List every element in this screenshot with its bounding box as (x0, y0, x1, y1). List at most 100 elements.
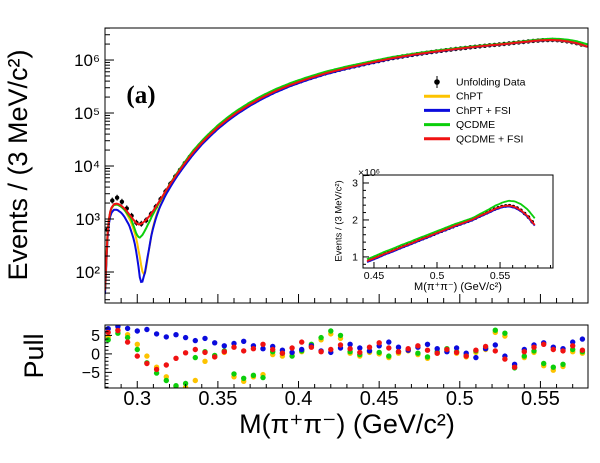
pull-point (231, 344, 237, 350)
pull-point (250, 346, 257, 352)
pull-point (289, 353, 295, 359)
legend-data-marker (434, 79, 440, 85)
pull-point (299, 346, 305, 353)
pull-point (550, 346, 556, 353)
main-plot-area (105, 37, 588, 295)
inset-x-tick-label: 0.55 (490, 270, 511, 282)
pull-point (134, 346, 140, 353)
pull-point (105, 329, 111, 336)
pull-point (453, 349, 460, 356)
inset-frame (362, 174, 554, 269)
inset-background (363, 175, 553, 268)
pull-point (502, 356, 508, 362)
inset-scale-label: ×10⁶ (358, 167, 380, 179)
pull-point (212, 340, 218, 346)
pull-point (434, 350, 440, 356)
pull-point (144, 360, 150, 367)
pull-point (115, 327, 121, 334)
x-axis-title: M(π⁺π⁻) (GeV/c²) (239, 409, 455, 439)
pull-point (115, 325, 121, 330)
pull-plot-area (105, 325, 586, 388)
pull-point (144, 326, 150, 333)
pull-point (318, 349, 324, 355)
pull-point (153, 331, 160, 337)
pull-point (521, 353, 527, 359)
pull-point (570, 339, 576, 345)
inset-y-tick-label: 3 (352, 177, 358, 189)
pull-point (299, 339, 305, 345)
legend-item-3: QCDME (424, 119, 495, 131)
pull-point (153, 366, 160, 373)
pull-point (173, 383, 179, 388)
pull-point (241, 375, 247, 381)
pull-point (531, 348, 537, 354)
pull-point (415, 350, 421, 356)
pull-point (434, 346, 440, 352)
pull-point (376, 349, 382, 356)
pull-point (308, 344, 315, 350)
pull-point (163, 362, 169, 368)
pull-point (212, 354, 218, 360)
pull-point (424, 354, 431, 360)
pull-point (405, 346, 411, 352)
pull-point (521, 349, 527, 355)
inset-y-tick-label: 1 (352, 251, 358, 263)
pull-point (289, 349, 295, 356)
x-tick-label: 0.35 (198, 388, 237, 410)
x-tick-label: 0.45 (360, 388, 399, 410)
pull-point (541, 360, 547, 367)
inset-x-tick-label: 0.5 (430, 270, 445, 282)
pull-point (502, 330, 508, 336)
y-tick-label: 10⁶ (74, 51, 100, 70)
pull-point (182, 380, 189, 387)
pull-point (221, 343, 227, 349)
pull-point (192, 337, 198, 344)
pull-point (463, 353, 469, 359)
inset-curve-qcdme-fsi (366, 204, 536, 262)
pull-point (357, 345, 363, 351)
pull-point (241, 338, 247, 344)
pull-point (260, 341, 266, 347)
y-tick-label: 10³ (75, 210, 100, 229)
inset-curve-qcdme (366, 199, 536, 261)
pull-point (366, 348, 373, 354)
pull-point (202, 358, 208, 364)
pull-y-axis-title: Pull (19, 333, 49, 378)
pull-point (347, 341, 353, 347)
pull-y-tick-label: −5 (82, 365, 100, 382)
pull-point (134, 328, 140, 334)
pull-point (424, 347, 431, 353)
pull-point (376, 340, 382, 346)
inset-axis-ticks (363, 175, 551, 268)
y-tick-label: 10⁴ (74, 157, 100, 176)
pull-point (144, 353, 150, 359)
pull-point (173, 355, 179, 361)
pull-series-qcdme-fsi (105, 327, 586, 373)
pull-y-tick-label: 5 (91, 328, 100, 345)
pull-point (163, 377, 169, 384)
pull-point (153, 370, 160, 376)
x-tick-label: 0.3 (123, 388, 151, 410)
pull-point (415, 343, 421, 349)
pull-point (250, 372, 257, 378)
panel-label: (a) (126, 82, 155, 109)
legend-item-0: Unfolding Data (434, 76, 526, 89)
pull-point (473, 354, 479, 361)
main-y-axis-title: Events / (3 MeV/c²) (3, 49, 33, 280)
pull-point (173, 332, 179, 338)
y-tick-label: 10⁵ (74, 104, 100, 123)
pull-point (124, 325, 131, 332)
pull-point (511, 364, 518, 370)
main-axis-ticks (105, 27, 574, 303)
pull-point (318, 334, 324, 341)
pull-point (241, 348, 247, 354)
pull-point (134, 341, 140, 347)
data-point (119, 199, 125, 204)
pull-point (124, 339, 131, 345)
inset-y-tick-label: 2 (352, 214, 358, 226)
pull-point (560, 348, 566, 354)
pull-point (260, 374, 266, 381)
pull-axis-ticks (105, 327, 574, 388)
pull-point (395, 344, 402, 350)
